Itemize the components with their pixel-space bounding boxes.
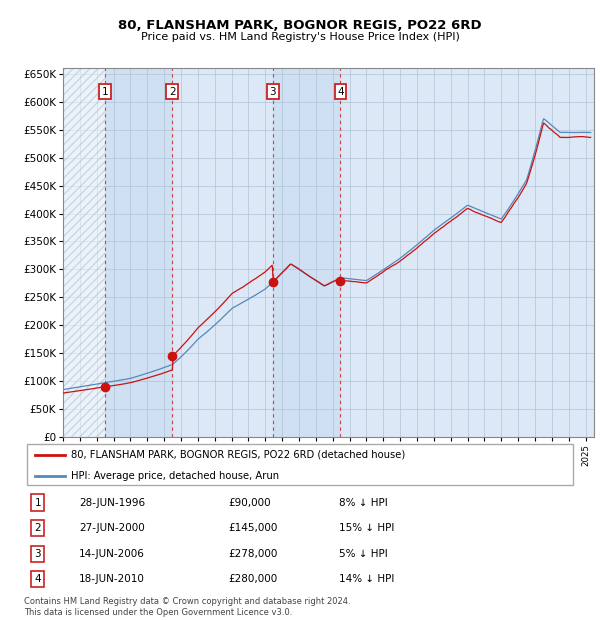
- FancyBboxPatch shape: [27, 444, 573, 485]
- Text: 15% ↓ HPI: 15% ↓ HPI: [338, 523, 394, 533]
- Bar: [273, 68, 340, 437]
- Text: £280,000: £280,000: [228, 574, 277, 584]
- Text: 18-JUN-2010: 18-JUN-2010: [79, 574, 145, 584]
- Text: HPI: Average price, detached house, Arun: HPI: Average price, detached house, Arun: [71, 471, 279, 480]
- Text: 8% ↓ HPI: 8% ↓ HPI: [338, 498, 388, 508]
- Text: 14-JUN-2006: 14-JUN-2006: [79, 549, 145, 559]
- Text: £145,000: £145,000: [228, 523, 278, 533]
- Text: 5% ↓ HPI: 5% ↓ HPI: [338, 549, 388, 559]
- Text: 4: 4: [34, 574, 41, 584]
- Text: 14% ↓ HPI: 14% ↓ HPI: [338, 574, 394, 584]
- Text: Contains HM Land Registry data © Crown copyright and database right 2024.
This d: Contains HM Land Registry data © Crown c…: [24, 598, 350, 617]
- Bar: [63, 68, 105, 437]
- Text: 4: 4: [337, 87, 344, 97]
- Bar: [105, 68, 172, 437]
- Text: 2: 2: [169, 87, 176, 97]
- Text: 80, FLANSHAM PARK, BOGNOR REGIS, PO22 6RD: 80, FLANSHAM PARK, BOGNOR REGIS, PO22 6R…: [118, 19, 482, 32]
- Text: 80, FLANSHAM PARK, BOGNOR REGIS, PO22 6RD (detached house): 80, FLANSHAM PARK, BOGNOR REGIS, PO22 6R…: [71, 450, 405, 459]
- Text: 3: 3: [269, 87, 276, 97]
- Text: £90,000: £90,000: [228, 498, 271, 508]
- Text: 1: 1: [101, 87, 108, 97]
- Text: 1: 1: [34, 498, 41, 508]
- Text: 28-JUN-1996: 28-JUN-1996: [79, 498, 145, 508]
- Text: 27-JUN-2000: 27-JUN-2000: [79, 523, 145, 533]
- Text: 2: 2: [34, 523, 41, 533]
- Text: £278,000: £278,000: [228, 549, 278, 559]
- Text: Price paid vs. HM Land Registry's House Price Index (HPI): Price paid vs. HM Land Registry's House …: [140, 32, 460, 42]
- Text: 3: 3: [34, 549, 41, 559]
